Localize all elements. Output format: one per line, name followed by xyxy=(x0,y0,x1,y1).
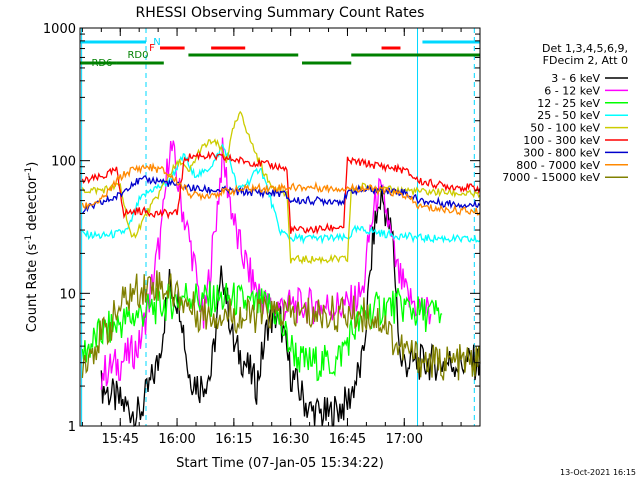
legend-entry-label: 50 - 100 keV xyxy=(530,122,600,135)
legend-entry-label: 3 - 6 keV xyxy=(551,72,600,85)
legend-entry-label: 300 - 800 keV xyxy=(523,146,600,159)
flag-label-n: N xyxy=(153,37,160,48)
y-tick-label: 100 xyxy=(51,155,76,170)
legend-entry-label: 12 - 25 keV xyxy=(537,97,600,110)
x-tick-label: 16:15 xyxy=(215,432,252,447)
y-tick-label: 1 xyxy=(68,420,76,435)
series-line-0 xyxy=(100,186,481,427)
flag-label-f: F xyxy=(149,43,155,54)
series-line-5 xyxy=(81,150,481,235)
footer-timestamp: 13-Oct-2021 16:15 xyxy=(560,468,636,477)
y-axis-label-sup1: -1 xyxy=(24,235,34,244)
x-tick-label: 17:00 xyxy=(386,432,423,447)
y-axis-label-sup2: -1 xyxy=(24,167,34,176)
legend-entry-label: 100 - 300 keV xyxy=(523,134,600,147)
x-tick-label: 16:30 xyxy=(272,432,309,447)
y-axis-label: Count Rate (s-1 detector-1) xyxy=(24,162,40,333)
flag-label-rd0: RD0 xyxy=(127,50,148,61)
legend-entry-label: 800 - 7000 keV xyxy=(516,159,600,172)
legend-title-line1: Det 1,3,4,5,6,9, xyxy=(542,42,628,55)
series-line-6 xyxy=(81,175,481,214)
legend-entry-label: 25 - 50 keV xyxy=(537,109,600,122)
y-tick-label: 1000 xyxy=(43,22,76,37)
legend-entry-label: 7000 - 15000 keV xyxy=(502,171,600,184)
series-line-7 xyxy=(81,162,481,216)
y-axis-label-mid: detector xyxy=(25,175,40,235)
x-axis-label: Start Time (07-Jan-05 15:34:22) xyxy=(176,456,384,471)
series-line-2 xyxy=(81,281,443,382)
chart-title: RHESSI Observing Summary Count Rates xyxy=(136,5,425,21)
legend: Det 1,3,4,5,6,9, FDecim 2, Att 0 3 - 6 k… xyxy=(502,42,628,184)
y-axis-label-end: ) xyxy=(25,162,40,167)
y-axis-label-main: Count Rate (s xyxy=(25,244,40,333)
x-tick-label: 16:45 xyxy=(329,432,366,447)
series-line-1 xyxy=(100,137,432,390)
legend-entry-label: 6 - 12 keV xyxy=(544,84,600,97)
x-tick-label: 15:45 xyxy=(102,432,139,447)
x-axis: 15:45 16:00 16:15 16:30 16:45 17:00 xyxy=(81,28,481,447)
plot-frame xyxy=(79,27,481,427)
legend-title-line2: FDecim 2, Att 0 xyxy=(543,54,628,67)
series-line-3 xyxy=(81,142,481,245)
y-tick-label: 10 xyxy=(59,287,76,302)
x-tick-label: 16:00 xyxy=(158,432,195,447)
series-line-8 xyxy=(81,270,481,381)
y-axis: 1 10 100 1000 xyxy=(43,22,480,435)
flag-label-rd6: RD6 xyxy=(91,58,112,69)
